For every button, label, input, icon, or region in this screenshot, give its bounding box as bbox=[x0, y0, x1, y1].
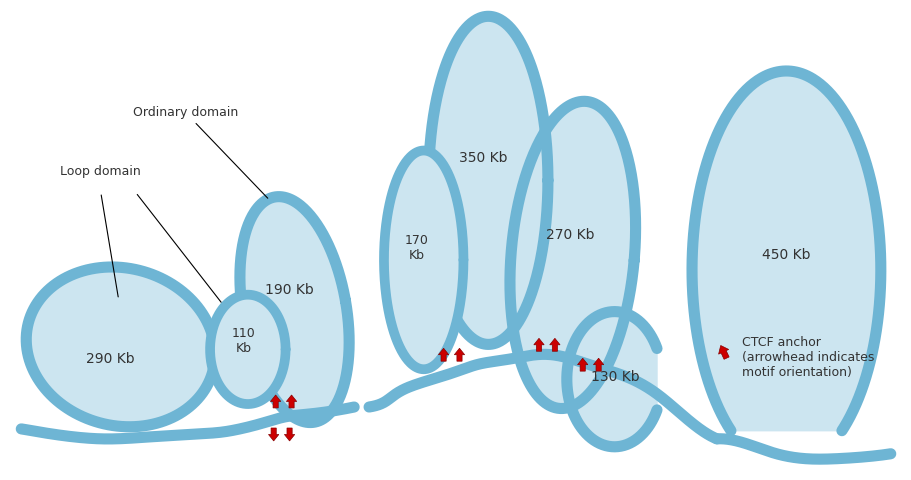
Text: Loop domain: Loop domain bbox=[60, 166, 141, 179]
Text: 190 Kb: 190 Kb bbox=[265, 283, 313, 297]
Polygon shape bbox=[26, 267, 215, 427]
Polygon shape bbox=[428, 16, 548, 344]
Polygon shape bbox=[533, 338, 544, 351]
Polygon shape bbox=[567, 312, 656, 447]
Polygon shape bbox=[691, 71, 880, 431]
Text: 290 Kb: 290 Kb bbox=[87, 352, 135, 366]
Polygon shape bbox=[549, 338, 559, 351]
Polygon shape bbox=[286, 395, 296, 408]
Polygon shape bbox=[509, 101, 635, 408]
Polygon shape bbox=[593, 358, 603, 371]
Text: 450 Kb: 450 Kb bbox=[762, 248, 810, 262]
Polygon shape bbox=[577, 358, 588, 371]
Text: 270 Kb: 270 Kb bbox=[545, 228, 593, 242]
Text: 350 Kb: 350 Kb bbox=[458, 152, 507, 166]
Polygon shape bbox=[268, 428, 279, 441]
Text: Ordinary domain: Ordinary domain bbox=[132, 106, 268, 198]
Text: 130 Kb: 130 Kb bbox=[590, 370, 640, 384]
Polygon shape bbox=[384, 151, 463, 369]
Polygon shape bbox=[284, 428, 294, 441]
Polygon shape bbox=[454, 348, 464, 361]
Polygon shape bbox=[718, 346, 728, 360]
Text: CTCF anchor
(arrowhead indicates
motif orientation): CTCF anchor (arrowhead indicates motif o… bbox=[741, 336, 873, 379]
Polygon shape bbox=[240, 197, 349, 422]
Text: 170
Kb: 170 Kb bbox=[404, 234, 428, 262]
Polygon shape bbox=[438, 348, 448, 361]
Polygon shape bbox=[271, 395, 281, 408]
Polygon shape bbox=[210, 295, 285, 404]
Text: 110
Kb: 110 Kb bbox=[231, 327, 255, 355]
